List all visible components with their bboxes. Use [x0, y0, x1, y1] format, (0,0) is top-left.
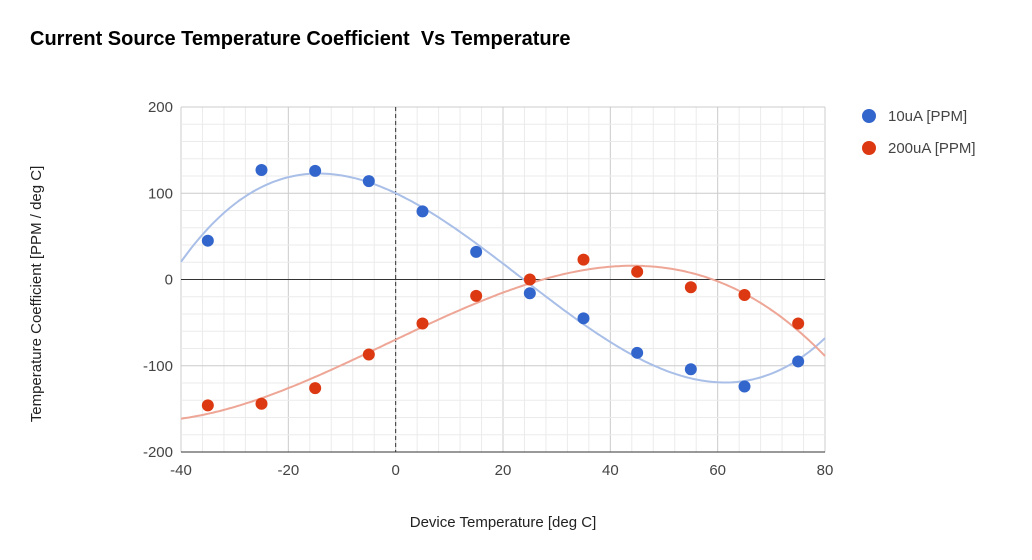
data-point-series-1 — [577, 312, 590, 325]
zero-lines — [181, 107, 825, 452]
y-tick-label: -100 — [143, 358, 173, 375]
data-point-series-1 — [631, 346, 644, 359]
x-tick-label: 20 — [495, 462, 512, 479]
data-point-series-1 — [362, 175, 375, 188]
data-point-series-2 — [470, 289, 483, 302]
x-tick-label: 0 — [391, 462, 399, 479]
data-point-series-2 — [738, 289, 751, 302]
data-point-series-1 — [470, 245, 483, 258]
legend-label: 200uA [PPM] — [888, 140, 976, 157]
y-tick-label: -200 — [143, 444, 173, 461]
x-tick-label: 40 — [602, 462, 619, 479]
legend-label: 10uA [PPM] — [888, 108, 967, 125]
legend-marker — [862, 141, 876, 155]
data-point-series-2 — [309, 382, 322, 395]
trendlines — [180, 172, 826, 420]
data-point-series-2 — [416, 317, 429, 330]
data-point-series-2 — [684, 281, 697, 294]
data-point-series-2 — [201, 399, 214, 412]
data-point-series-2 — [523, 273, 536, 286]
y-tick-label: 0 — [165, 272, 173, 289]
y-axis-title: Temperature Coefficient [PPM / deg C] — [28, 166, 45, 423]
x-tick-label: 60 — [709, 462, 726, 479]
x-axis-title: Device Temperature [deg C] — [410, 514, 596, 531]
data-point-series-1 — [309, 164, 322, 177]
data-point-series-2 — [792, 317, 805, 330]
data-point-series-1 — [738, 380, 751, 393]
y-tick-label: 200 — [148, 99, 173, 116]
trendline-series-2 — [180, 264, 826, 420]
data-point-series-2 — [577, 253, 590, 266]
data-point-series-2 — [631, 265, 644, 278]
data-point-series-1 — [684, 363, 697, 376]
chart-title: Current Source Temperature Coefficient V… — [30, 28, 571, 50]
x-tick-label: -20 — [277, 462, 299, 479]
y-tick-label: 100 — [148, 185, 173, 202]
data-point-series-1 — [523, 287, 536, 300]
x-tick-label: 80 — [817, 462, 834, 479]
data-point-series-2 — [362, 348, 375, 361]
data-point-series-2 — [255, 397, 268, 410]
legend-marker — [862, 109, 876, 123]
data-points — [201, 163, 805, 412]
data-point-series-1 — [416, 205, 429, 218]
data-point-series-1 — [792, 355, 805, 368]
data-point-series-1 — [201, 234, 214, 247]
data-point-series-1 — [255, 163, 268, 176]
legend: 10uA [PPM] 200uA [PPM] — [862, 108, 976, 157]
trendline-series-1 — [180, 172, 826, 384]
x-tick-label: -40 — [170, 462, 192, 479]
